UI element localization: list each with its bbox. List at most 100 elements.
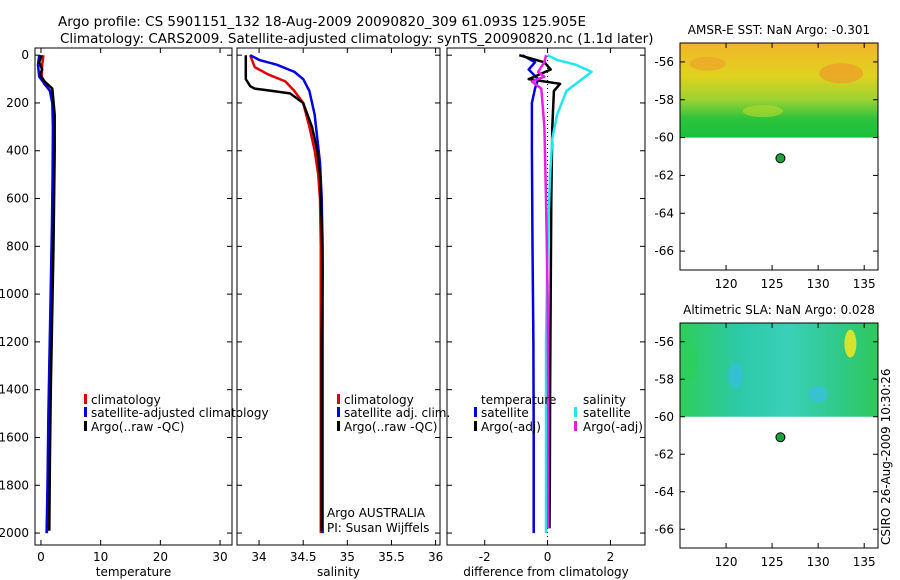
series-line-salinity-argo-adj- <box>530 54 550 529</box>
x-tick-label: 130 <box>807 277 830 291</box>
y-tick-label: -56 <box>654 55 674 69</box>
legend-title-temperature: temperature <box>481 393 556 407</box>
x-tick-label: 30 <box>212 550 227 564</box>
y-tick-label: -66 <box>654 244 674 258</box>
x-tick-label: 120 <box>715 555 738 569</box>
legend-label-climatology: climatology <box>344 393 414 407</box>
x-axis-label: difference from climatology <box>463 565 629 579</box>
legend-label-temp-satellite: satellite <box>481 406 529 420</box>
series-line-temperature-satellite <box>521 54 540 534</box>
y-tick-label: -56 <box>654 335 674 349</box>
x-tick-label: 34 <box>251 550 266 564</box>
legend-swatch-satellite-adjusted <box>84 407 87 417</box>
x-tick-label: 20 <box>153 550 168 564</box>
y-tick-label: 1200 <box>0 335 29 349</box>
y-tick-label: 1600 <box>0 430 29 444</box>
y-tick-label: -60 <box>654 131 674 145</box>
y-tick-label: 800 <box>6 239 29 253</box>
y-tick-label: 1000 <box>0 287 29 301</box>
temperature-panel: 0 10 20 30 0 200 400 600 800 1000 1200 1400 1600 1800… <box>0 47 233 579</box>
legend-swatch-argo <box>337 421 340 431</box>
x-tick-label: 34.5 <box>290 550 317 564</box>
x-tick-label: 36 <box>428 550 443 564</box>
y-tick-label: -64 <box>654 485 674 499</box>
legend-label-satellite-adjusted: satellite-adjusted climatology <box>91 406 269 420</box>
y-tick-label: 400 <box>6 144 29 158</box>
plot-frame <box>34 47 233 546</box>
difference-legend: temperature satellite Argo(-adj) salinit… <box>474 393 643 434</box>
x-tick-label: 35 <box>340 550 355 564</box>
salinity-legend: climatology satellite adj. clim. Argo(..… <box>327 393 450 535</box>
y-tick-label: 1800 <box>0 478 29 492</box>
y-tick-label: 0 <box>21 48 29 62</box>
x-tick-label: 0 <box>544 550 552 564</box>
legend-swatch-sal-satellite <box>574 407 577 417</box>
low-sla-patch <box>728 363 743 388</box>
x-tick-label: 2 <box>607 550 615 564</box>
sla-map-panel: 120 125 130 135 -56 -58 -60 -62 -64 -66 Altimetric… <box>654 303 879 569</box>
series-line-argo-raw-qc- <box>244 55 324 531</box>
pi-note: PI: Susan Wijffels <box>327 521 429 535</box>
legend-label-temp-argo: Argo(-adj) <box>481 420 541 434</box>
argo-position-marker <box>775 153 786 164</box>
x-tick-label: 125 <box>761 277 784 291</box>
warm-patch <box>819 63 864 84</box>
legend-swatch-sal-argo <box>574 421 577 431</box>
sst-map-panel: 120 125 130 135 -56 -58 -60 -62 -64 -66 AMSR-E SST… <box>654 23 879 291</box>
argo-australia-note: Argo AUSTRALIA <box>327 506 426 520</box>
legend-title-salinity: salinity <box>583 393 626 407</box>
y-tick-label: -60 <box>654 410 674 424</box>
map-title: Altimetric SLA: NaN Argo: 0.028 <box>683 303 875 317</box>
series-line-temperature-argo-adj- <box>518 53 562 529</box>
y-tick-label: 2000 <box>0 526 29 540</box>
figure-title-line2: Climatology: CARS2009. Satellite-adjuste… <box>60 31 653 47</box>
low-sla-patch <box>808 386 829 403</box>
x-tick-label: 135 <box>853 555 876 569</box>
x-axis-label: temperature <box>96 565 171 579</box>
legend-label-argo: Argo(..raw -QC) <box>344 420 437 434</box>
y-tick-label: -62 <box>654 168 674 182</box>
x-tick-label: 135 <box>853 277 876 291</box>
x-tick-label: -2 <box>479 550 491 564</box>
y-tick-label: 600 <box>6 192 29 206</box>
warm-patch <box>689 56 726 71</box>
x-tick-label: 130 <box>807 555 830 569</box>
y-tick-label: -58 <box>654 93 674 107</box>
legend-swatch-temp-argo <box>474 421 477 431</box>
x-axis-label: salinity <box>317 565 360 579</box>
y-tick-label: -62 <box>654 447 674 461</box>
figure-title-line1: Argo profile: CS 5901151_132 18-Aug-2009… <box>58 14 586 30</box>
mid-patch <box>742 105 783 118</box>
y-tick-label: 1400 <box>0 383 29 397</box>
x-tick-label: 120 <box>715 277 738 291</box>
legend-label-sal-satellite: satellite <box>583 406 631 420</box>
legend-swatch-climatology <box>337 394 340 404</box>
legend-label-satellite-adj: satellite adj. clim. <box>344 406 450 420</box>
map-frame <box>679 42 879 271</box>
map-title: AMSR-E SST: NaN Argo: -0.301 <box>688 23 870 37</box>
plot-frame <box>236 47 441 546</box>
legend-label-climatology: climatology <box>91 393 161 407</box>
edge-patch <box>685 340 698 381</box>
series-line-argo-raw-qc- <box>37 54 56 531</box>
footer-timestamp: CSIRO 26-Aug-2009 10:30:26 <box>879 369 893 545</box>
y-tick-label: -66 <box>654 522 674 536</box>
salinity-panel: 34 34.5 35 35.5 36 salinity <box>236 47 443 579</box>
legend-label-sal-argo: Argo(-adj) <box>583 420 643 434</box>
legend-swatch-satellite-adj <box>337 407 340 417</box>
series-line-satellite-adjusted-climatology <box>36 55 55 534</box>
x-tick-label: 35.5 <box>378 550 405 564</box>
y-tick-label: -58 <box>654 372 674 386</box>
map-frame <box>679 322 879 549</box>
legend-swatch-temp-satellite <box>474 407 477 417</box>
x-tick-label: 10 <box>93 550 108 564</box>
argo-position-marker <box>775 432 786 443</box>
x-tick-label: 125 <box>761 555 784 569</box>
high-sla-patch <box>844 329 857 358</box>
legend-swatch-argo <box>84 421 87 431</box>
y-tick-label: -64 <box>654 206 674 220</box>
x-tick-label: 0 <box>37 550 45 564</box>
y-tick-label: 200 <box>6 96 29 110</box>
legend-swatch-climatology <box>84 394 87 404</box>
